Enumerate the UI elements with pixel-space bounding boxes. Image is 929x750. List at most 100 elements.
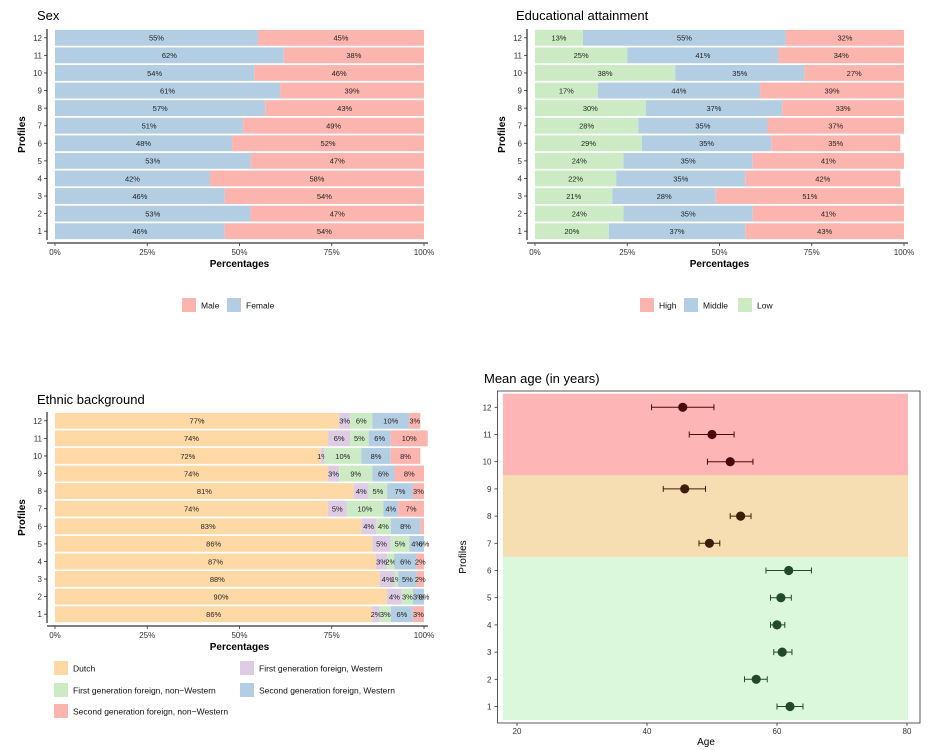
bar-0 (55, 100, 266, 117)
mean-point (776, 593, 786, 603)
bar-1 (254, 65, 424, 81)
data-label: 5% (332, 505, 343, 514)
data-label: 61% (160, 86, 175, 95)
mean-point (707, 429, 717, 440)
band-0 (503, 556, 908, 721)
data-label: 3% (380, 610, 391, 619)
y-tick-label: 10 (483, 458, 492, 467)
x-tick-label: 75% (804, 248, 820, 257)
bar-0 (535, 65, 676, 81)
bar-0 (535, 135, 643, 152)
bar-0 (55, 65, 255, 81)
bar-3 (387, 483, 413, 500)
data-label: 37% (706, 104, 721, 113)
data-label: 45% (333, 34, 348, 43)
data-label: 5% (354, 434, 365, 443)
bar-2 (346, 500, 384, 517)
y-tick-label: 11 (514, 51, 523, 60)
bar-2 (782, 100, 904, 117)
x-tick-label: 50% (231, 631, 247, 640)
bar-1 (265, 100, 424, 117)
bar-2 (785, 29, 904, 46)
data-label: 20% (564, 227, 579, 236)
mean-point (785, 701, 795, 712)
bar-0 (535, 117, 639, 134)
y-tick-label: 12 (33, 417, 42, 426)
data-label: 21% (566, 192, 581, 201)
data-label: 54% (317, 227, 332, 236)
bar-0 (55, 117, 244, 134)
bar-3 (390, 606, 413, 623)
legend-label: First generation foreign, non−Western (73, 686, 216, 696)
data-label: 49% (326, 122, 341, 131)
bar-0 (55, 465, 329, 482)
y-tick-label: 8 (38, 487, 43, 496)
data-label: 3% (328, 469, 339, 478)
bar-1 (387, 588, 402, 605)
data-label: 74% (184, 469, 199, 478)
bar-3 (394, 553, 417, 570)
data-label: 24% (572, 209, 587, 218)
bar-1 (250, 152, 424, 169)
bar-2 (752, 152, 904, 169)
data-label: 83% (201, 522, 216, 531)
data-label: 35% (699, 139, 714, 148)
bar-2 (804, 65, 904, 81)
mean-point (772, 620, 782, 630)
bar-1 (623, 152, 753, 169)
x-tick-label: 0% (529, 248, 541, 257)
x-tick-label: 25% (139, 248, 155, 257)
bar-4 (409, 412, 421, 429)
bar-0 (55, 82, 281, 99)
bar-1 (320, 448, 325, 464)
y-tick-label: 8 (38, 104, 43, 113)
bar-1 (353, 483, 369, 500)
bar-1 (372, 535, 391, 552)
y-axis-title: Profiles (458, 540, 469, 573)
bar-4 (412, 606, 424, 623)
data-label: 6% (378, 469, 389, 478)
legend-label: High (659, 301, 677, 311)
legend: Male Female (182, 298, 275, 312)
y-tick-label: 2 (487, 675, 492, 684)
mean-point (680, 484, 690, 494)
data-label: 22% (568, 174, 583, 183)
data-label: 6% (356, 417, 367, 426)
mean-point (678, 402, 688, 412)
data-label: 57% (153, 104, 168, 113)
y-tick-label: 8 (518, 104, 523, 113)
y-tick-label: 6 (518, 139, 523, 148)
bar-2 (771, 135, 901, 152)
data-label: 4% (411, 540, 422, 549)
data-label: 0% (419, 540, 430, 549)
bar-1 (608, 223, 746, 240)
bar-3 (368, 430, 391, 447)
bar-1 (582, 29, 786, 46)
bar-2 (387, 553, 395, 570)
legend-swatch (240, 661, 254, 675)
data-label: 77% (190, 417, 205, 426)
data-label: 54% (317, 192, 332, 201)
y-tick-label: 8 (487, 512, 492, 521)
data-label: 51% (802, 192, 817, 201)
x-tick-label: 100% (414, 248, 434, 257)
legend-swatch (684, 298, 698, 312)
bar-0 (535, 100, 646, 117)
legend-swatch (182, 298, 196, 312)
x-tick-label: 40 (643, 727, 652, 736)
bar-2 (401, 588, 413, 605)
data-label: 10% (335, 452, 350, 461)
bar-1 (627, 47, 779, 64)
bar-2 (715, 188, 904, 204)
bar-2 (368, 483, 388, 500)
bar-2 (767, 117, 904, 134)
data-label: 9% (350, 469, 361, 478)
bar-3 (372, 465, 395, 482)
y-tick-label: 4 (38, 557, 43, 566)
bar-1 (209, 170, 424, 187)
bar-0 (55, 29, 258, 46)
data-label: 6% (400, 557, 411, 566)
mean-point (777, 647, 787, 657)
data-label: 1% (317, 452, 328, 461)
